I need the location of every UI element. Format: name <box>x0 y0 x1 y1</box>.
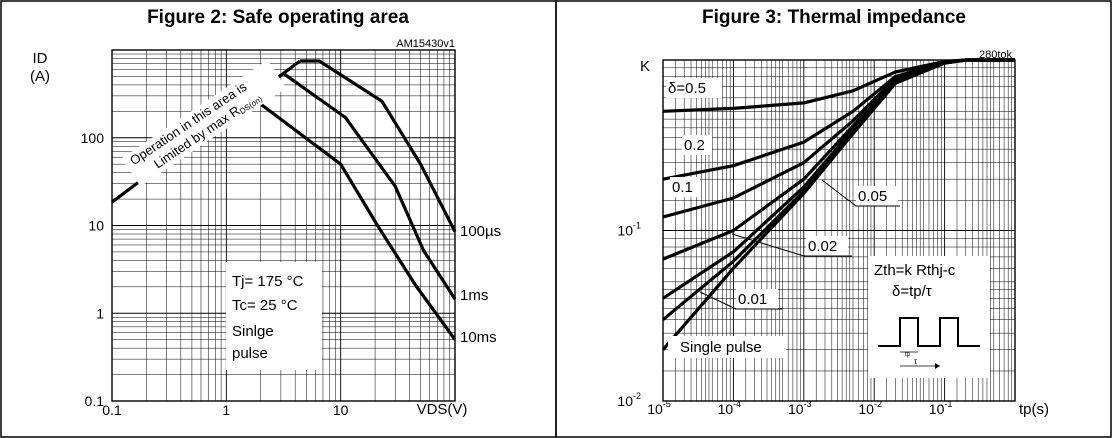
fig3-x-tick-label: 10-5 <box>647 399 671 417</box>
fig3-label-text-0.5: δ=0.5 <box>668 80 706 97</box>
left-panel-frame <box>0 0 557 438</box>
fig2-ylabel-line1: ID <box>33 50 48 67</box>
fig3-leader-0.02 <box>731 233 805 257</box>
fig2-x-tick-label: 0.1 <box>102 402 122 418</box>
fig2-curve-1 <box>281 71 457 300</box>
fig3-series-label-0.01: 0.01 <box>699 289 782 310</box>
fig3-y-tick-label: 10-2 <box>617 391 641 409</box>
fig3-curve-6 <box>661 58 1015 351</box>
fig3-label-bg-0.2 <box>682 135 712 155</box>
fig3-ylabel: K <box>640 58 650 75</box>
fig3-formula-zth: Zth=k Rthj-c <box>874 262 956 279</box>
fig2-series-label-100us: 100µs <box>460 223 501 240</box>
fig3-label-text-0.01: 0.01 <box>738 291 767 308</box>
fig2-y-tick-label: 100 <box>81 130 105 146</box>
fig3-leader-0.01 <box>699 291 737 310</box>
fig3-label-text-0.1: 0.1 <box>672 179 693 196</box>
fig2-series-label-10ms: 10ms <box>460 329 497 346</box>
fig3-x-tick-label: 10-3 <box>788 399 812 417</box>
fig3-series-label-0.5: δ=0.5 <box>666 78 722 98</box>
fig3-plot-frame <box>662 59 1016 402</box>
fig3-x-ticks: 10-5 10-4 10-3 10-2 10-1 <box>647 399 952 417</box>
fig3-xlabel: tp(s) <box>1019 401 1049 418</box>
fig2-limit-annotation-bg <box>121 59 287 187</box>
fig3-label-bg-0.5 <box>666 78 722 98</box>
fig3-series-label-0.2: 0.2 <box>682 135 712 155</box>
fig2-title: Figure 2: Safe operating area <box>147 7 409 28</box>
fig3-tp-label: tp <box>905 352 911 358</box>
fig3-series-label-0.1: 0.1 <box>670 177 700 197</box>
fig3-x-tick-label: 10-4 <box>718 399 742 417</box>
fig3-curves <box>661 58 1015 351</box>
fig2-xlabel: VDS(V) <box>417 401 468 418</box>
fig3-label-bg-0.1 <box>670 177 700 197</box>
fig2-note-sinlge: Sinlge <box>232 323 274 340</box>
fig3-label-text-0.2: 0.2 <box>684 137 705 154</box>
fig2-curve-0 <box>299 59 457 233</box>
fig3-label-bg-0.02 <box>806 236 848 256</box>
right-panel-frame <box>555 0 1112 438</box>
fig3-label-text-0.02: 0.02 <box>808 238 837 255</box>
fig2-note-pulse: pulse <box>232 345 268 362</box>
fig2-code: AM15430v1 <box>396 38 455 50</box>
fig2-conditions-box: Tj= 175 °C Tc= 25 °C Sinlge pulse <box>226 262 322 370</box>
fig2-curve-2 <box>248 94 457 341</box>
fig2-series-label-1ms: 1ms <box>460 287 488 304</box>
fig2-ylabel-line2: (A) <box>30 68 50 85</box>
fig2-x-tick-label: 1 <box>222 402 230 418</box>
fig3-title: Figure 3: Thermal impedance <box>702 7 966 28</box>
fig3-series-label-0.02: 0.02 <box>731 233 852 257</box>
fig2-y-tick-label: 10 <box>88 218 104 234</box>
fig2-note-tj: Tj= 175 °C <box>232 273 304 290</box>
fig3-series-label-0.05: 0.05 <box>821 179 900 207</box>
fig2-plot-frame <box>111 49 456 402</box>
fig3-formula-bg <box>868 256 990 378</box>
fig3-pulse-waveform <box>878 317 980 347</box>
fig3-label-bg-single <box>668 336 786 358</box>
fig2-conditions-bg <box>226 262 322 370</box>
fig3-tau-label: τ <box>914 357 918 366</box>
fig3-formula-box: Zth=k Rthj-c δ=tp/τ tp τ <box>868 256 990 378</box>
fig3-leader-0.05 <box>821 179 857 207</box>
fig3-series-label-single-pulse: Single pulse <box>668 336 786 358</box>
fig3-y-tick-label: 10-1 <box>617 221 641 239</box>
fig3-y-ticks: 10-1 10-2 <box>617 221 641 410</box>
fig3-x-tick-label: 10-1 <box>929 399 953 417</box>
fig3-label-bg-0.05 <box>856 186 898 206</box>
fig2-y-tick-label: 1 <box>96 305 104 321</box>
fig2-x-tick-label: 10 <box>333 402 349 418</box>
fig3-label-text-0.05: 0.05 <box>858 188 887 205</box>
fig3-code: 280tok <box>979 49 1013 61</box>
fig3-label-bg-0.01 <box>736 289 778 309</box>
fig3-tau-arrowhead <box>935 363 940 369</box>
fig3-formula-delta: δ=tp/τ <box>892 283 932 300</box>
fig2-y-tick-label: 0.1 <box>85 393 105 409</box>
fig3-x-tick-label: 10-2 <box>858 399 882 417</box>
fig3-label-text-single: Single pulse <box>680 339 762 356</box>
fig3-curve-1 <box>662 58 1015 181</box>
fig2-note-tc: Tc= 25 °C <box>232 297 298 314</box>
fig2-y-ticks: 0.1 1 10 100 <box>81 130 105 409</box>
fig2-x-ticks: 0.1 1 10 <box>102 402 348 418</box>
